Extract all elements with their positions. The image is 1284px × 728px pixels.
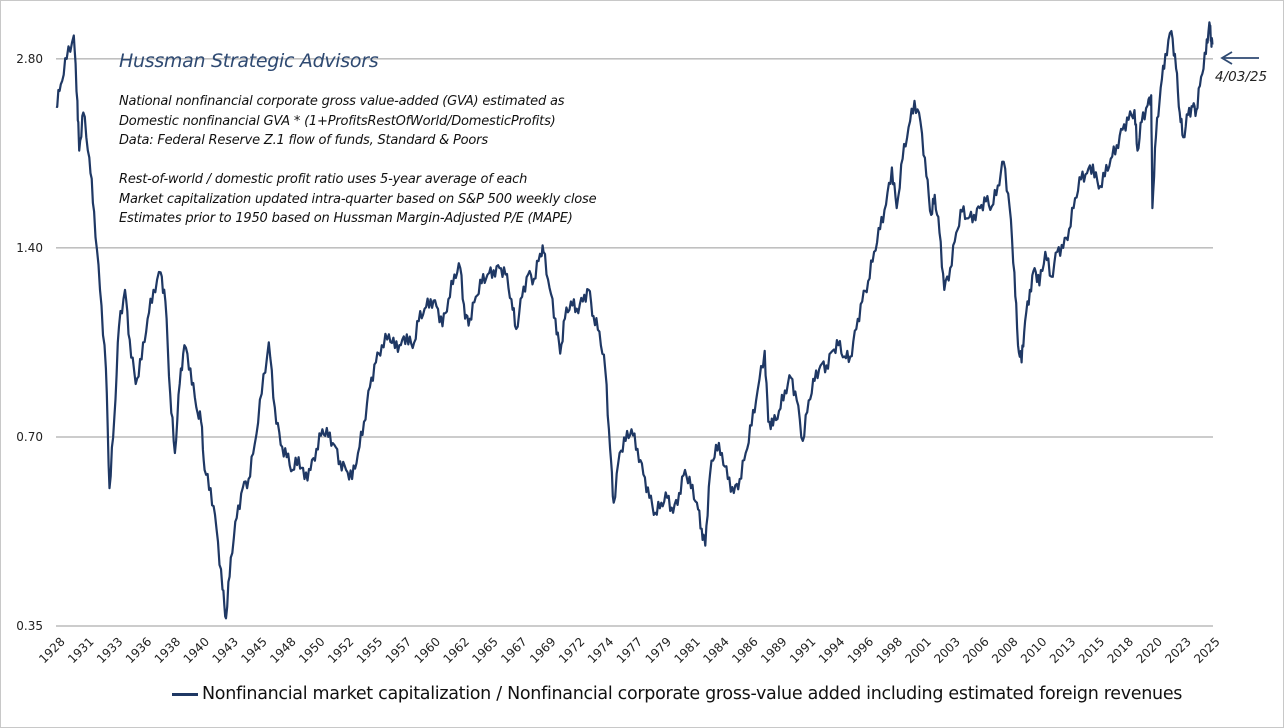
x-tick-label: 1972 [556, 635, 587, 666]
note-line [119, 151, 596, 171]
date-annotation: 4/03/25 [1215, 51, 1267, 85]
note-line: National nonfinancial corporate gross va… [119, 94, 565, 109]
x-tick-label: 1979 [643, 635, 674, 666]
x-tick-label: 1989 [758, 635, 789, 666]
note-line: Estimates prior to 1950 based on Hussman… [119, 211, 573, 226]
x-tick-label: 1928 [36, 635, 67, 666]
y-tick-label: 0.35 [16, 619, 43, 633]
x-tick-label: 1931 [65, 635, 96, 666]
note-line: Domestic nonfinancial GVA * (1+ProfitsRe… [119, 113, 556, 129]
x-tick-label: 1967 [498, 635, 529, 666]
x-tick-label: 2013 [1047, 635, 1078, 666]
annotation-arrow-head [1220, 51, 1233, 65]
y-axis-ticks: 0.35 0.70 1.40 2.80 [16, 52, 43, 633]
x-tick-label: 2018 [1105, 635, 1136, 666]
chart-notes: National nonfinancial corporate gross va… [119, 92, 597, 229]
x-tick-label: 2008 [989, 635, 1020, 666]
x-tick-label: 1977 [614, 635, 645, 666]
x-tick-label: 1996 [845, 635, 876, 666]
y-tick-label: 0.70 [16, 430, 43, 444]
x-tick-label: 1960 [412, 635, 443, 666]
x-tick-label: 1950 [296, 635, 327, 666]
x-tick-label: 2015 [1076, 635, 1107, 666]
x-tick-label: 1945 [238, 635, 269, 666]
note-line: Data: Federal Reserve Z.1 flow of funds,… [119, 133, 488, 148]
x-axis-ticks: 1928193119331936193819401943194519481950… [36, 635, 1222, 666]
y-tick-label: 2.80 [16, 52, 43, 66]
legend-label: Nonfinancial market capitalization / Non… [202, 684, 1183, 704]
x-tick-label: 1969 [527, 635, 558, 666]
x-tick-label: 1991 [787, 635, 818, 666]
x-tick-label: 1974 [585, 635, 616, 666]
note-line: Rest-of-world / domestic profit ratio us… [119, 172, 528, 187]
x-tick-label: 1998 [874, 635, 905, 666]
x-tick-label: 1984 [700, 635, 731, 666]
x-tick-label: 1994 [816, 635, 847, 666]
x-tick-label: 2025 [1191, 635, 1222, 666]
x-tick-label: 1986 [729, 635, 760, 666]
annotation-label: 4/03/25 [1215, 69, 1267, 85]
series-line [55, 21, 1214, 620]
x-tick-label: 2023 [1162, 635, 1193, 666]
note-line: Market capitalization updated intra-quar… [119, 191, 597, 207]
legend-swatch [172, 692, 198, 696]
x-tick-label: 1962 [440, 635, 471, 666]
y-tick-label: 1.40 [16, 241, 43, 255]
x-tick-label: 1936 [123, 635, 154, 666]
x-tick-label: 1952 [325, 635, 356, 666]
x-tick-label: 1940 [181, 635, 212, 666]
x-tick-label: 1965 [469, 635, 500, 666]
x-tick-label: 1948 [267, 635, 298, 666]
x-tick-label: 1938 [152, 635, 183, 666]
x-tick-label: 2006 [960, 635, 991, 666]
x-tick-label: 2020 [1133, 635, 1164, 666]
x-tick-label: 1933 [94, 635, 125, 666]
x-tick-label: 1943 [209, 635, 240, 666]
x-tick-label: 2001 [902, 635, 933, 666]
legend: Nonfinancial market capitalization / Non… [172, 684, 1182, 704]
x-tick-label: 2010 [1018, 635, 1049, 666]
x-tick-label: 1955 [354, 635, 385, 666]
x-tick-label: 1981 [671, 635, 702, 666]
x-tick-label: 2003 [931, 635, 962, 666]
x-tick-label: 1957 [383, 635, 414, 666]
chart-title: Hussman Strategic Advisors [119, 50, 379, 72]
